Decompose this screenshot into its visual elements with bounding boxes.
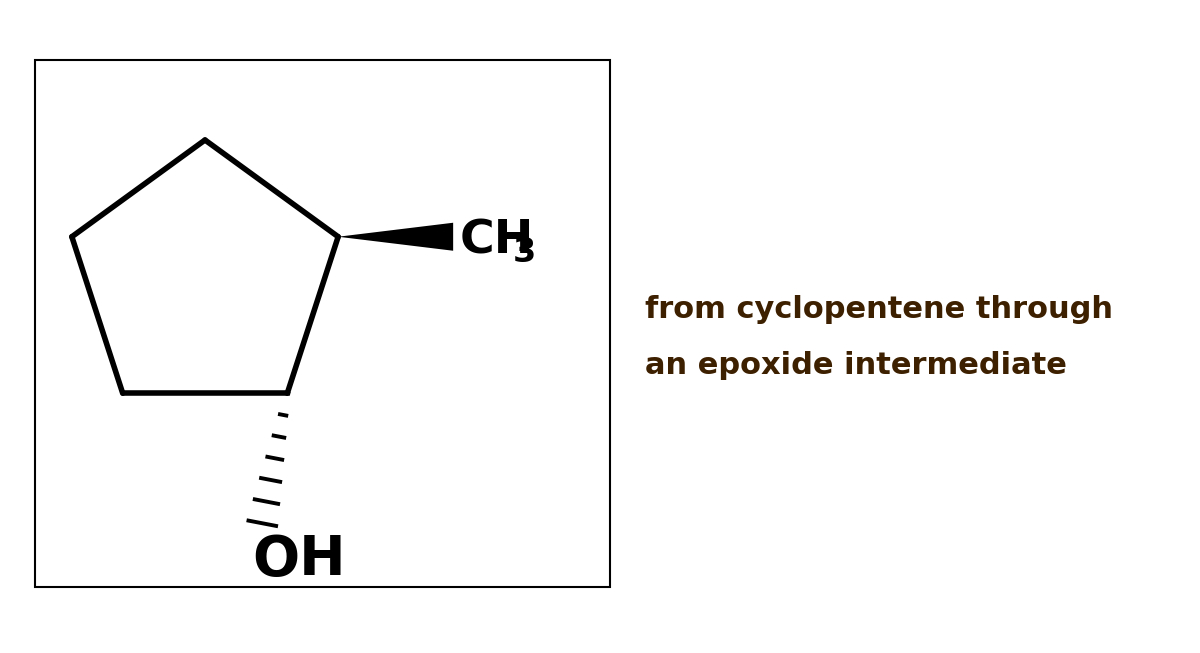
Bar bbox=[35, 60, 610, 587]
Text: 3: 3 bbox=[514, 236, 536, 269]
Text: from cyclopentene through: from cyclopentene through bbox=[646, 296, 1114, 325]
Text: OH: OH bbox=[252, 534, 346, 587]
Text: an epoxide intermediate: an epoxide intermediate bbox=[646, 351, 1067, 379]
Polygon shape bbox=[338, 223, 454, 251]
Text: CH: CH bbox=[460, 218, 534, 263]
